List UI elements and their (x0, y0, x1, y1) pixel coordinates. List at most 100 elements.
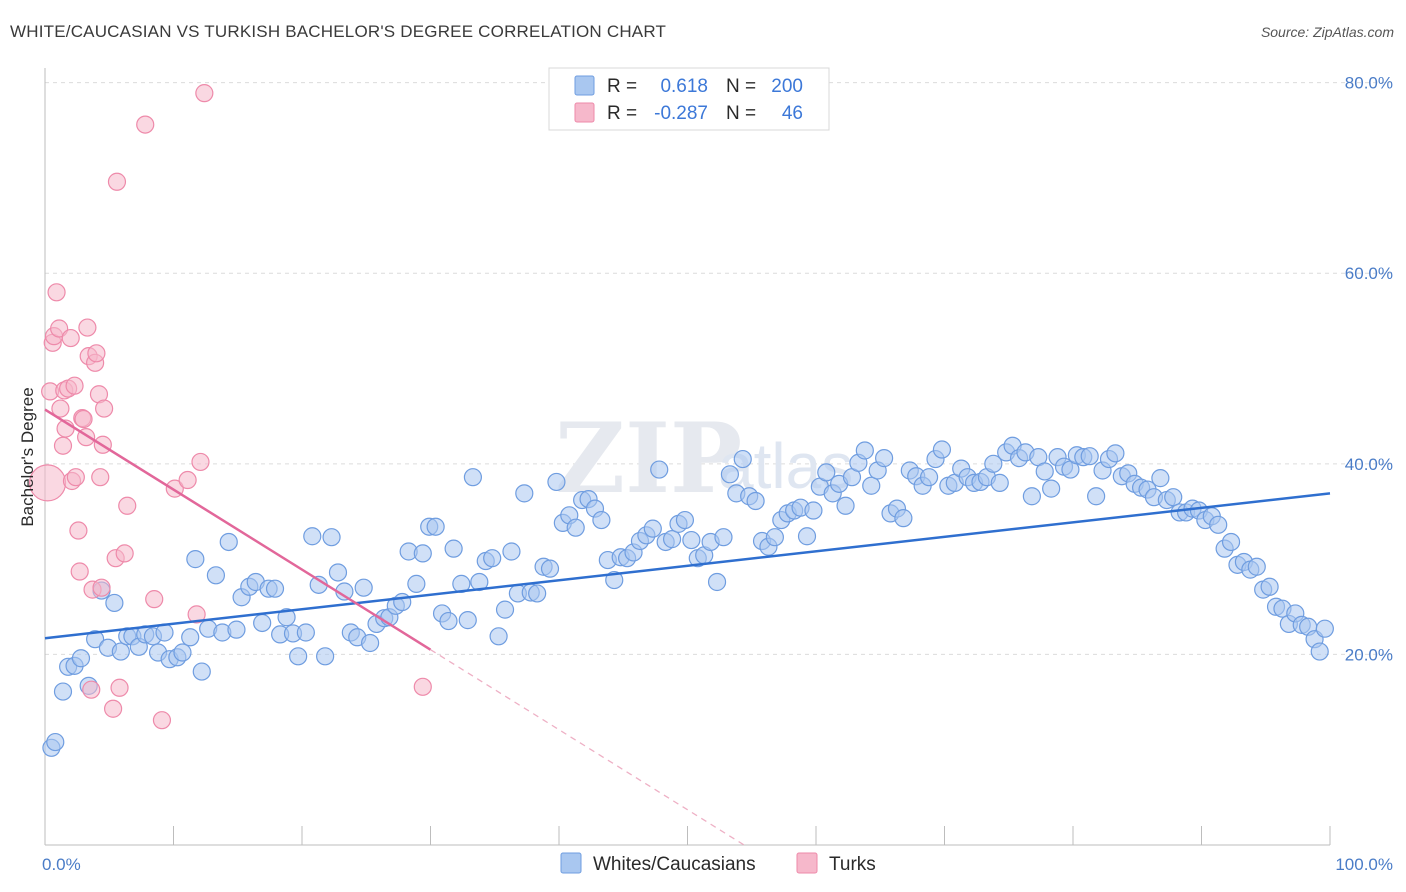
point-turks (74, 409, 93, 429)
point-whites (219, 532, 238, 552)
point-whites (303, 527, 322, 546)
point-whites (540, 559, 560, 578)
point-whites (1221, 532, 1241, 552)
point-whites (1022, 487, 1041, 506)
y-axis-label: Bachelor's Degree (18, 387, 37, 526)
point-whites (105, 593, 124, 613)
point-whites (765, 528, 784, 547)
point-turks (104, 699, 123, 718)
point-whites (605, 570, 624, 590)
stats-legend: R = 0.618 N = 200 R = -0.287 N = 46 (548, 67, 830, 131)
point-whites (489, 627, 508, 646)
point-turks (152, 711, 172, 730)
trend-line-turks-extension (430, 649, 745, 846)
series-whites-caucasians (42, 436, 1334, 757)
y-tick-label: 20.0% (1345, 645, 1393, 664)
point-whites (328, 563, 348, 582)
point-whites (675, 510, 695, 530)
point-whites (192, 662, 211, 681)
point-whites (407, 574, 426, 593)
point-whites (86, 630, 105, 649)
point-turks (178, 470, 197, 490)
point-turks (66, 468, 85, 487)
point-whites (227, 620, 246, 639)
point-whites (439, 611, 458, 631)
legend-swatch-whites (574, 75, 595, 96)
point-turks (413, 677, 432, 696)
trend-line-turks (44, 408, 432, 651)
point-turks (82, 680, 101, 699)
point-whites (855, 441, 874, 460)
bottom-legend-swatch-whites (560, 852, 582, 874)
legend-r-label-2: R = (607, 103, 637, 124)
bottom-legend-label-turks: Turks (829, 854, 876, 875)
point-whites (277, 608, 296, 627)
point-whites (354, 578, 373, 597)
point-whites (322, 528, 341, 547)
point-whites (643, 519, 662, 538)
axes (44, 68, 1331, 846)
point-turks (65, 376, 84, 395)
point-whites (1087, 487, 1106, 506)
point-whites (361, 633, 380, 653)
point-whites (296, 623, 315, 642)
point-whites (862, 476, 881, 495)
point-turks (136, 115, 155, 134)
point-whites (495, 600, 515, 619)
point-whites (707, 572, 727, 592)
point-turks (107, 172, 127, 191)
point-whites (173, 643, 192, 662)
point-whites (316, 647, 335, 666)
point-whites (984, 454, 1003, 473)
point-whites (515, 484, 534, 503)
point-whites (714, 528, 733, 547)
point-turks (53, 436, 73, 455)
series-turks (28, 84, 432, 730)
y-tick-label: 80.0% (1345, 74, 1393, 93)
trend-lines (44, 408, 1331, 846)
point-whites (682, 530, 701, 550)
point-whites (1042, 479, 1061, 498)
point-whites (1035, 462, 1054, 481)
point-whites (181, 628, 200, 647)
point-whites (413, 544, 432, 563)
point-whites (566, 518, 585, 537)
point-turks (195, 84, 214, 103)
point-turks (61, 328, 80, 348)
legend-r-value-2: -0.287 (654, 103, 708, 124)
point-turks (191, 452, 210, 472)
point-whites (463, 468, 483, 487)
bottom-legend-label-whites: Whites/Caucasians (593, 854, 756, 875)
legend-n-label-1: N = (726, 76, 756, 97)
point-whites (528, 584, 547, 603)
point-whites (894, 509, 913, 528)
point-whites (1209, 515, 1228, 534)
point-whites (733, 449, 752, 469)
y-tick-label: 40.0% (1345, 455, 1393, 474)
point-turks (47, 283, 66, 302)
point-whites (1164, 488, 1183, 507)
x-tick-label: 100.0% (1335, 855, 1393, 874)
legend-n-value-2: 46 (782, 103, 803, 124)
point-whites (1080, 447, 1099, 466)
legend-swatch-turks (574, 102, 595, 123)
point-whites (1310, 642, 1329, 661)
point-whites (592, 510, 611, 530)
point-whites (662, 530, 682, 549)
point-whites (817, 463, 836, 482)
point-whites (71, 649, 91, 668)
point-whites (111, 642, 130, 661)
point-whites (836, 496, 855, 515)
point-whites (483, 549, 502, 568)
point-whites (797, 527, 817, 546)
point-whites (46, 732, 65, 752)
point-whites (289, 647, 308, 666)
legend-r-value-1: 0.618 (660, 76, 708, 97)
point-whites (919, 468, 939, 487)
tick-labels: 20.0% 40.0% 60.0% 80.0% 0.0% 100.0% (42, 74, 1393, 874)
point-whites (444, 539, 463, 558)
point-whites (547, 472, 566, 492)
x-tick-label: 0.0% (42, 855, 81, 874)
point-whites (1260, 577, 1279, 596)
